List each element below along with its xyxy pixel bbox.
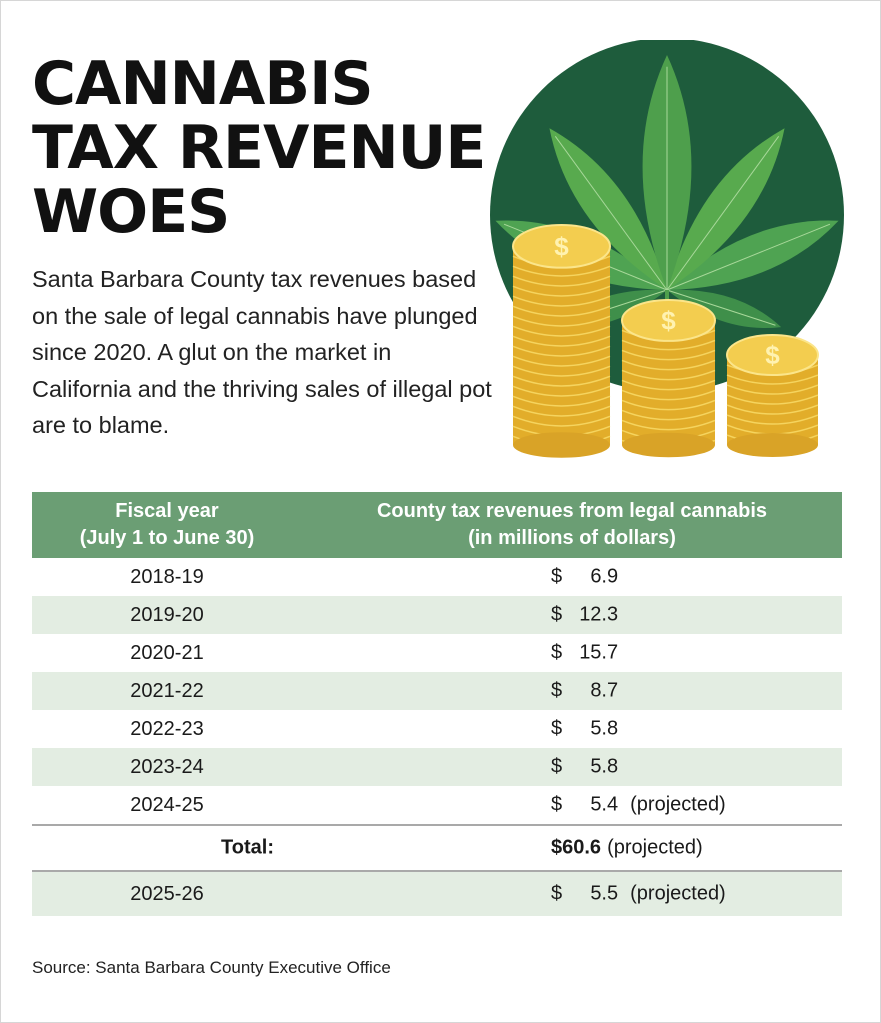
- coin-stack: $: [621, 299, 716, 458]
- coin-stack-icon: $ $ $: [512, 224, 819, 458]
- headline: CANNABIS TAX REVENUE WOES: [32, 49, 486, 247]
- revenue-cell: $5.4 (projected): [302, 786, 842, 825]
- revenue-note: (projected): [630, 793, 726, 816]
- total-note: (projected): [607, 836, 703, 859]
- revenue-value: 5.8: [590, 755, 619, 778]
- currency-symbol: $: [551, 882, 563, 905]
- table-row: 2020-21 $15.7: [32, 634, 842, 672]
- table-row: 2024-25 $5.4 (projected): [32, 786, 842, 825]
- headline-line: TAX REVENUE: [32, 113, 486, 183]
- revenue-cell: $5.5 (projected): [302, 871, 842, 916]
- table-row: 2025-26 $5.5 (projected): [32, 871, 842, 916]
- empty-cell: [32, 824, 302, 872]
- currency-symbol: $: [551, 793, 563, 816]
- currency-symbol: $: [551, 679, 563, 702]
- revenue-cell: $5.8: [302, 748, 842, 786]
- dollar-icon: $: [661, 305, 676, 335]
- table-header: Fiscal year (July 1 to June 30) County t…: [32, 492, 842, 558]
- source-note: Source: Santa Barbara County Executive O…: [32, 958, 391, 977]
- revenue-value: 8.7: [590, 679, 619, 702]
- revenue-value: 12.3: [579, 603, 619, 626]
- total-value: $60.6: [551, 836, 602, 859]
- table-row: 2019-20 $12.3: [32, 596, 842, 634]
- header-text: (July 1 to June 30): [79, 527, 255, 549]
- currency-symbol: $: [551, 755, 563, 778]
- header-text: County tax revenues from legal cannabis: [376, 500, 768, 522]
- revenue-cell: $5.8: [302, 710, 842, 748]
- header-text: Fiscal year: [115, 500, 219, 522]
- table-row: 2021-22 $8.7: [32, 672, 842, 710]
- currency-symbol: $: [551, 641, 563, 664]
- illustration: $ $ $: [490, 40, 844, 458]
- dollar-icon: $: [554, 231, 569, 261]
- leaf-vein: [666, 289, 776, 326]
- revenue-note: (projected): [630, 882, 726, 905]
- fiscal-year-cell: 2018-19: [130, 565, 204, 588]
- leaf-vein: [554, 135, 668, 291]
- dollar-icon: $: [765, 340, 780, 370]
- fiscal-year-cell: 2023-24: [32, 748, 302, 786]
- fiscal-year-cell: 2021-22: [32, 672, 302, 710]
- coin-stack: $: [512, 224, 611, 458]
- currency-symbol: $: [551, 717, 563, 740]
- fiscal-year-cell: 2022-23: [130, 717, 204, 740]
- total-row: Total: $60.6 (projected): [32, 824, 842, 872]
- cannabis-leaf-icon: [495, 55, 839, 329]
- revenue-table: Fiscal year (July 1 to June 30) County t…: [32, 492, 842, 916]
- table-row: 2018-19 $6.9: [32, 558, 842, 596]
- total-label: Total:: [221, 836, 274, 859]
- header-revenue: County tax revenues from legal cannabis …: [302, 492, 842, 558]
- leaf-vein: [666, 223, 831, 291]
- headline-line: WOES: [32, 177, 230, 247]
- intro-text: Santa Barbara County tax revenues based …: [32, 266, 492, 438]
- revenue-cell: $6.9: [302, 558, 842, 596]
- table-row: 2023-24 $5.8: [32, 748, 842, 786]
- header-fiscal-year: Fiscal year (July 1 to June 30): [32, 492, 302, 558]
- revenue-cell: $8.7: [302, 672, 842, 710]
- leaf-vein: [666, 135, 780, 291]
- fiscal-year-cell: 2025-26: [32, 871, 302, 916]
- total-cell: Total: $60.6 (projected): [221, 824, 842, 872]
- revenue-value: 15.7: [579, 641, 619, 664]
- currency-symbol: $: [551, 565, 563, 588]
- table-row: 2022-23 $5.8: [32, 710, 842, 748]
- fiscal-year-cell: 2019-20: [32, 596, 302, 634]
- fiscal-year-cell: 2024-25: [130, 793, 204, 816]
- revenue-value: 5.8: [590, 717, 619, 740]
- revenue-cell: $15.7: [302, 634, 842, 672]
- fiscal-year-cell: 2020-21: [130, 641, 204, 664]
- revenue-value: 5.5: [590, 882, 619, 905]
- revenue-value: 6.9: [590, 565, 619, 588]
- header-text: (in millions of dollars): [468, 527, 676, 549]
- currency-symbol: $: [551, 603, 563, 626]
- revenue-cell: $12.3: [302, 596, 842, 634]
- coin-stack: $: [726, 334, 819, 458]
- headline-line: CANNABIS: [32, 49, 374, 119]
- revenue-value: 5.4: [590, 793, 619, 816]
